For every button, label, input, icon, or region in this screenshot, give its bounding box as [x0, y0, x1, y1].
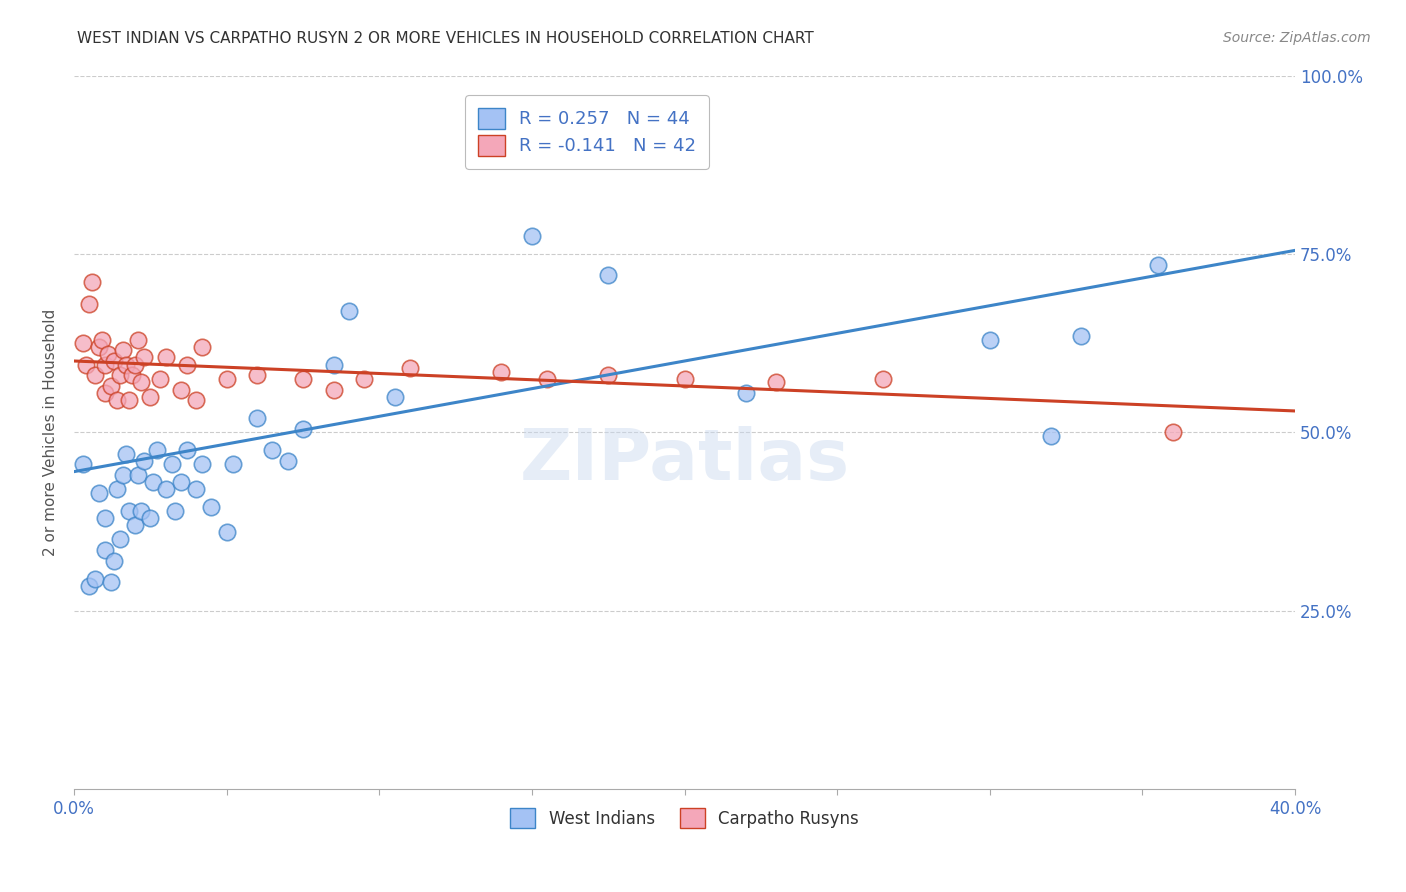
- Point: [322, 358, 344, 372]
- Point: [1070, 329, 1092, 343]
- Point: [79, 579, 101, 593]
- Point: [118, 393, 141, 408]
- Point: [79, 297, 101, 311]
- Point: [322, 383, 344, 397]
- Point: [170, 383, 193, 397]
- Point: [93, 386, 115, 401]
- Point: [491, 365, 513, 379]
- Point: [129, 376, 152, 390]
- Text: ZIPatlas: ZIPatlas: [519, 426, 849, 495]
- Point: [148, 372, 170, 386]
- Point: [337, 304, 360, 318]
- Point: [118, 504, 141, 518]
- Point: [292, 372, 315, 386]
- Point: [215, 525, 238, 540]
- Text: WEST INDIAN VS CARPATHO RUSYN 2 OR MORE VEHICLES IN HOUSEHOLD CORRELATION CHART: WEST INDIAN VS CARPATHO RUSYN 2 OR MORE …: [77, 31, 814, 46]
- Point: [115, 447, 138, 461]
- Point: [673, 372, 696, 386]
- Point: [72, 336, 94, 351]
- Point: [93, 543, 115, 558]
- Point: [155, 351, 177, 365]
- Point: [100, 575, 122, 590]
- Point: [734, 386, 756, 401]
- Point: [90, 333, 112, 347]
- Point: [127, 333, 149, 347]
- Point: [598, 368, 620, 383]
- Point: [87, 340, 110, 354]
- Point: [384, 390, 406, 404]
- Point: [170, 475, 193, 490]
- Point: [139, 511, 162, 525]
- Point: [155, 483, 177, 497]
- Point: [160, 458, 183, 472]
- Point: [215, 372, 238, 386]
- Point: [872, 372, 894, 386]
- Point: [108, 533, 131, 547]
- Point: [520, 229, 543, 244]
- Legend: West Indians, Carpatho Rusyns: West Indians, Carpatho Rusyns: [503, 802, 866, 834]
- Point: [222, 458, 245, 472]
- Point: [103, 354, 125, 368]
- Point: [292, 422, 315, 436]
- Point: [398, 361, 420, 376]
- Y-axis label: 2 or more Vehicles in Household: 2 or more Vehicles in Household: [44, 309, 58, 556]
- Point: [142, 475, 165, 490]
- Point: [134, 454, 156, 468]
- Point: [246, 368, 269, 383]
- Point: [191, 340, 214, 354]
- Point: [176, 443, 198, 458]
- Point: [111, 343, 134, 358]
- Point: [1161, 425, 1184, 440]
- Point: [105, 393, 128, 408]
- Point: [121, 368, 143, 383]
- Point: [598, 268, 620, 283]
- Point: [103, 554, 125, 568]
- Point: [139, 390, 162, 404]
- Point: [82, 276, 104, 290]
- Point: [1039, 429, 1062, 443]
- Point: [84, 368, 107, 383]
- Point: [100, 379, 122, 393]
- Point: [200, 500, 222, 515]
- Point: [163, 504, 186, 518]
- Point: [105, 483, 128, 497]
- Point: [186, 483, 208, 497]
- Point: [353, 372, 375, 386]
- Point: [127, 468, 149, 483]
- Point: [75, 358, 97, 372]
- Point: [124, 358, 146, 372]
- Point: [84, 572, 107, 586]
- Point: [262, 443, 284, 458]
- Point: [72, 458, 94, 472]
- Point: [145, 443, 167, 458]
- Point: [108, 368, 131, 383]
- Point: [246, 411, 269, 425]
- Point: [1146, 258, 1168, 272]
- Point: [124, 518, 146, 533]
- Point: [87, 486, 110, 500]
- Point: [115, 358, 138, 372]
- Point: [93, 511, 115, 525]
- Point: [765, 376, 787, 390]
- Point: [176, 358, 198, 372]
- Point: [191, 458, 214, 472]
- Point: [277, 454, 299, 468]
- Point: [536, 372, 558, 386]
- Point: [97, 347, 120, 361]
- Text: Source: ZipAtlas.com: Source: ZipAtlas.com: [1223, 31, 1371, 45]
- Point: [134, 351, 156, 365]
- Point: [979, 333, 1001, 347]
- Point: [186, 393, 208, 408]
- Point: [111, 468, 134, 483]
- Point: [129, 504, 152, 518]
- Point: [93, 358, 115, 372]
